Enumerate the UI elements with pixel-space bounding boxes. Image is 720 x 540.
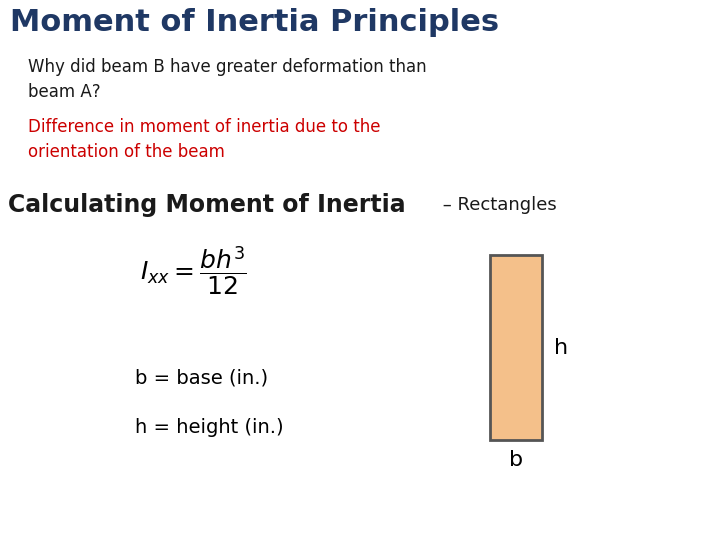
Text: Moment of Inertia Principles: Moment of Inertia Principles	[10, 8, 499, 37]
Text: b = base (in.): b = base (in.)	[135, 368, 268, 387]
Text: Why did beam B have greater deformation than
beam A?: Why did beam B have greater deformation …	[28, 58, 427, 101]
Text: h: h	[554, 338, 568, 357]
Text: Difference in moment of inertia due to the
orientation of the beam: Difference in moment of inertia due to t…	[28, 118, 380, 161]
Text: – Rectangles: – Rectangles	[437, 196, 557, 214]
Text: h = height (in.): h = height (in.)	[135, 418, 284, 437]
Text: b: b	[509, 450, 523, 470]
Text: $I_{xx} = \dfrac{bh^3}{12}$: $I_{xx} = \dfrac{bh^3}{12}$	[140, 245, 247, 298]
Text: Calculating Moment of Inertia: Calculating Moment of Inertia	[8, 193, 405, 217]
Bar	[490, 255, 542, 440]
